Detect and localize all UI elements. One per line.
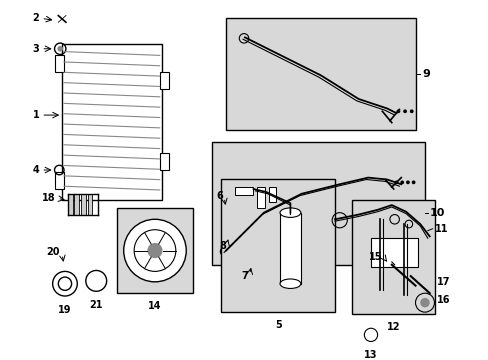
Text: 3: 3 <box>33 44 40 54</box>
Circle shape <box>400 180 403 184</box>
Circle shape <box>405 180 409 184</box>
Bar <box>221 180 334 312</box>
Text: 19: 19 <box>58 305 72 315</box>
Bar <box>351 201 434 314</box>
Text: 5: 5 <box>274 320 281 330</box>
Text: 21: 21 <box>89 300 103 310</box>
Circle shape <box>394 180 398 184</box>
Text: 16: 16 <box>436 295 450 305</box>
Bar <box>280 213 300 284</box>
Circle shape <box>403 109 406 113</box>
Circle shape <box>147 243 162 258</box>
Circle shape <box>419 298 429 307</box>
Bar <box>81 194 85 215</box>
Bar <box>68 194 72 215</box>
Text: 1: 1 <box>33 110 40 120</box>
Bar <box>62 44 161 201</box>
Bar <box>257 187 264 208</box>
Bar <box>87 194 92 215</box>
Bar <box>211 141 424 265</box>
Text: 15: 15 <box>368 252 382 262</box>
Bar <box>370 238 418 267</box>
Text: 7: 7 <box>241 271 247 281</box>
Bar <box>55 172 64 189</box>
Bar <box>225 18 415 130</box>
Bar <box>55 55 64 72</box>
Bar <box>160 153 169 170</box>
Bar <box>297 189 311 197</box>
Text: 9: 9 <box>421 69 429 79</box>
Circle shape <box>123 219 186 282</box>
Text: 20: 20 <box>47 247 60 257</box>
Text: 11: 11 <box>433 224 447 234</box>
Circle shape <box>57 46 63 51</box>
Bar <box>117 208 192 293</box>
Text: 12: 12 <box>386 321 400 332</box>
Circle shape <box>409 109 413 113</box>
Text: 14: 14 <box>148 301 162 311</box>
Bar <box>74 194 79 215</box>
Text: 6: 6 <box>216 190 223 201</box>
Text: 4: 4 <box>33 165 40 175</box>
Bar <box>268 187 276 202</box>
Ellipse shape <box>280 208 300 217</box>
Text: 8: 8 <box>219 241 225 251</box>
Text: 13: 13 <box>364 350 377 360</box>
Text: 10: 10 <box>429 208 444 218</box>
Text: 17: 17 <box>436 277 450 287</box>
Text: 2: 2 <box>33 13 40 23</box>
Text: 18: 18 <box>42 193 55 203</box>
Bar <box>160 72 169 90</box>
Circle shape <box>396 109 400 113</box>
Bar <box>235 187 252 195</box>
Circle shape <box>411 180 415 184</box>
Ellipse shape <box>280 279 300 288</box>
